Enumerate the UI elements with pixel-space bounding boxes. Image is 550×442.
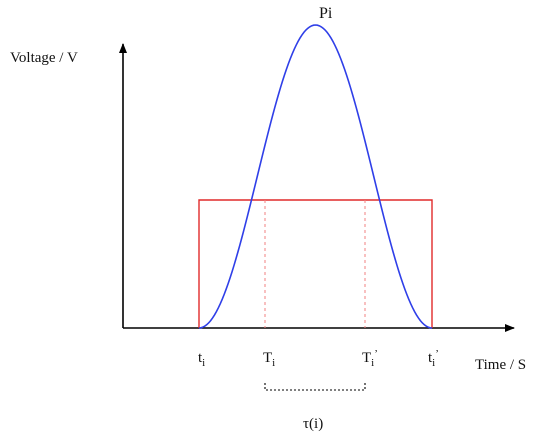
y-axis-label: Voltage / V: [10, 50, 78, 66]
pulse-curve: [198, 24, 433, 329]
T-fall-label: Ti’: [362, 348, 378, 369]
x-axis-label: Time / S: [475, 357, 526, 373]
t-start-label: ti: [198, 350, 205, 369]
interval-bracket: [264, 383, 366, 391]
t-end-label: ti’: [428, 348, 439, 369]
window-rectangle: [198, 199, 433, 328]
peak-label: Pi: [319, 5, 333, 22]
interval-label: τ(i): [303, 416, 323, 432]
T-rise-label: Ti: [263, 350, 275, 369]
